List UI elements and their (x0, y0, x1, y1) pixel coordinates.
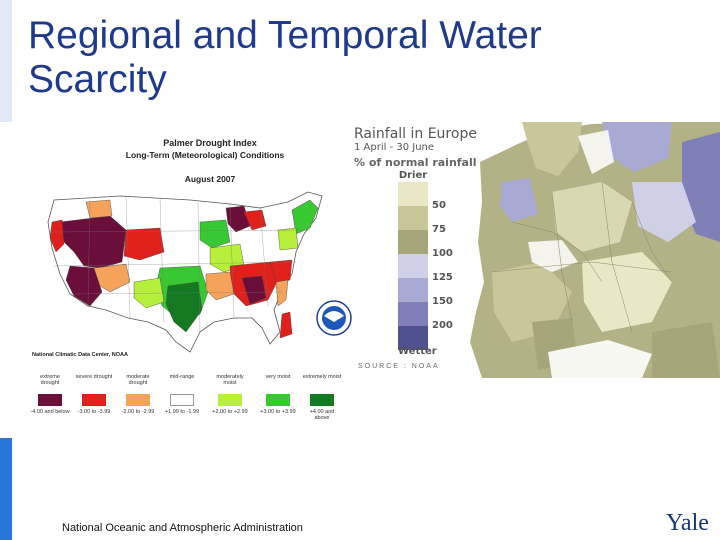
scale-value: 100 (432, 248, 453, 259)
legend-item-extremely-moist: extremely moist +4.00 and above (302, 374, 342, 421)
legend-range: -3.00 to -3.99 (77, 409, 111, 415)
legend-swatch (218, 394, 242, 406)
legend-item-extreme-drought: extreme drought -4.00 and below (30, 374, 70, 415)
us-drought-map (47, 191, 323, 353)
us-drought-map-panel: Palmer Drought Index Long-Term (Meteorol… (30, 128, 352, 432)
legend-item-severe-drought: severe drought -3.00 to -3.99 (74, 374, 114, 415)
legend-label: moderate drought (126, 374, 150, 386)
legend-range: +3.00 to +3.99 (260, 409, 296, 415)
scale-swatch (398, 326, 428, 350)
us-map-legend: extreme drought -4.00 and below severe d… (30, 374, 352, 434)
scale-value: 75 (432, 224, 446, 235)
europe-map-measure: % of normal rainfall (354, 156, 477, 169)
europe-rainfall-map-panel: Rainfall in Europe 1 April - 30 June % o… (352, 122, 720, 378)
legend-label: extreme drought (40, 374, 60, 386)
legend-item-moderate-drought: moderate drought -2.00 to -2.99 (118, 374, 158, 415)
scale-wetter-label: Wetter (398, 346, 437, 357)
legend-label: mid-range (169, 374, 195, 380)
scale-drier-label: Drier (398, 170, 428, 181)
legend-range: -2.00 to -2.99 (121, 409, 155, 415)
legend-item-mid-range: mid-range +1.99 to -1.99 (162, 374, 202, 415)
left-accent-bar-bottom (0, 438, 12, 540)
us-map-source: National Climatic Data Center, NOAA (32, 352, 128, 358)
slide-title: Regional and Temporal Water Scarcity (28, 14, 542, 101)
left-accent-bar-top (0, 0, 12, 122)
legend-item-moderately-moist: moderately moist +2.00 to +2.99 (210, 374, 250, 415)
us-map-title: Palmer Drought Index (163, 138, 257, 148)
legend-range: +1.99 to -1.99 (164, 409, 200, 415)
scale-value: 125 (432, 272, 453, 283)
legend-range: +2.00 to +2.99 (212, 409, 248, 415)
legend-range: +4.00 and above (309, 409, 335, 421)
legend-label: moderately moist (216, 374, 244, 386)
scale-swatch (398, 230, 428, 254)
legend-swatch (82, 394, 106, 406)
scale-swatch (398, 206, 428, 230)
legend-swatch (310, 394, 334, 406)
legend-range: -4.00 and below (30, 409, 70, 415)
legend-label: very moist (265, 374, 291, 380)
europe-rainfall-scale: Drier 50 75 100 125 150 200 Wetter (398, 170, 488, 360)
scale-swatch (398, 302, 428, 326)
scale-swatch (398, 254, 428, 278)
noaa-logo-icon (316, 300, 352, 336)
scale-swatch (398, 182, 428, 206)
legend-label: severe drought (75, 374, 113, 380)
legend-swatch (126, 394, 150, 406)
legend-swatch (38, 394, 62, 406)
scale-swatch (398, 278, 428, 302)
legend-swatch (170, 394, 194, 406)
footer-credit: National Oceanic and Atmospheric Adminis… (62, 522, 303, 534)
legend-swatch (266, 394, 290, 406)
scale-value: 150 (432, 296, 453, 307)
scale-value: 200 (432, 320, 453, 331)
scale-value: 50 (432, 200, 446, 211)
legend-item-very-moist: very moist +3.00 to +3.99 (258, 374, 298, 415)
europe-map-title: Rainfall in Europe (354, 126, 477, 142)
us-map-subtitle: Long-Term (Meteorological) Conditions (125, 150, 285, 160)
yale-logo: Yale (666, 510, 709, 536)
legend-label: extremely moist (302, 374, 342, 380)
europe-map-dates: 1 April - 30 June (354, 142, 435, 153)
us-map-date: August 2007 (184, 174, 236, 184)
europe-map-source: SOURCE : NOAA (358, 363, 440, 370)
